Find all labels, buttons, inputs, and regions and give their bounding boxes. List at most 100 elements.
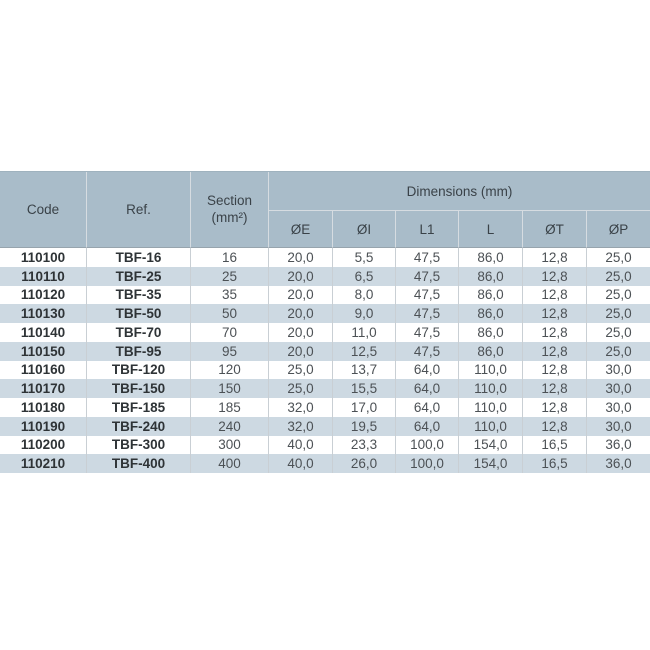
- table-row: 110200 TBF-300 300 40,0 23,3 100,0 154,0 16,5 36…: [0, 435, 650, 455]
- code-cell: 110100: [0, 248, 86, 267]
- col-header-ot: ØT: [522, 211, 586, 248]
- dim-oe-cell: 20,0: [268, 304, 332, 323]
- dim-op-cell: 30,0: [586, 379, 650, 398]
- code-cell: 110210: [0, 454, 86, 473]
- dim-op-cell: 30,0: [586, 416, 650, 436]
- dim-l1-cell: 47,5: [395, 323, 458, 342]
- code-cell: 110130: [0, 304, 86, 323]
- dim-ot-cell: 12,8: [522, 398, 586, 417]
- dim-ot-cell: 12,8: [522, 341, 586, 361]
- ref-cell: TBF-185: [86, 398, 190, 417]
- dim-oi-cell: 13,7: [332, 360, 395, 380]
- dim-oe-cell: 20,0: [268, 248, 332, 267]
- table-row: 110120 TBF-35 35 20,0 8,0 47,5 86,0 12,8 25,0: [0, 285, 650, 305]
- dim-l-cell: 86,0: [458, 285, 522, 305]
- dim-l-cell: 110,0: [458, 398, 522, 417]
- dim-oe-cell: 40,0: [268, 454, 332, 473]
- code-cell: 110180: [0, 398, 86, 417]
- dim-l1-cell: 47,5: [395, 341, 458, 361]
- dim-op-cell: 30,0: [586, 398, 650, 417]
- ref-cell: TBF-120: [86, 360, 190, 380]
- table-row: 110130 TBF-50 50 20,0 9,0 47,5 86,0 12,8 25,0: [0, 304, 650, 323]
- code-cell: 110120: [0, 285, 86, 305]
- col-header-section: Section (mm²): [190, 172, 268, 248]
- dim-ot-cell: 12,8: [522, 379, 586, 398]
- section-header-label: Section (mm²): [206, 192, 253, 225]
- code-cell: 110200: [0, 435, 86, 455]
- dim-op-cell: 25,0: [586, 285, 650, 305]
- table-row: 110100 TBF-16 16 20,0 5,5 47,5 86,0 12,8 25,0: [0, 248, 650, 267]
- dim-oe-cell: 20,0: [268, 341, 332, 361]
- section-cell: 400: [190, 454, 268, 473]
- dim-oe-cell: 32,0: [268, 416, 332, 436]
- dim-ot-cell: 16,5: [522, 454, 586, 473]
- table-row: 110190 TBF-240 240 32,0 19,5 64,0 110,0 12,8 30,…: [0, 416, 650, 436]
- dim-l1-cell: 64,0: [395, 398, 458, 417]
- col-header-l1: L1: [395, 211, 458, 248]
- section-cell: 50: [190, 304, 268, 323]
- ref-cell: TBF-150: [86, 379, 190, 398]
- dim-oe-cell: 25,0: [268, 360, 332, 380]
- dim-op-cell: 25,0: [586, 248, 650, 267]
- col-header-dimensions-group: Dimensions (mm): [268, 172, 650, 211]
- col-header-code: Code: [0, 172, 86, 248]
- ref-cell: TBF-300: [86, 435, 190, 455]
- dim-oi-cell: 15,5: [332, 379, 395, 398]
- dim-oi-cell: 17,0: [332, 398, 395, 417]
- dim-ot-cell: 12,8: [522, 248, 586, 267]
- table-row: 110170 TBF-150 150 25,0 15,5 64,0 110,0 12,8 30,…: [0, 379, 650, 398]
- section-cell: 35: [190, 285, 268, 305]
- dim-ot-cell: 12,8: [522, 285, 586, 305]
- dim-oi-cell: 11,0: [332, 323, 395, 342]
- dim-l-cell: 86,0: [458, 304, 522, 323]
- table-row: 110150 TBF-95 95 20,0 12,5 47,5 86,0 12,8 25,0: [0, 341, 650, 361]
- header-row-sub: ØE ØI L1 L ØT ØP: [0, 211, 650, 248]
- ref-cell: TBF-70: [86, 323, 190, 342]
- col-header-l: L: [458, 211, 522, 248]
- dim-op-cell: 36,0: [586, 454, 650, 473]
- dim-oe-cell: 40,0: [268, 435, 332, 455]
- section-cell: 185: [190, 398, 268, 417]
- dim-oi-cell: 5,5: [332, 248, 395, 267]
- dim-l1-cell: 100,0: [395, 435, 458, 455]
- col-header-op: ØP: [586, 211, 650, 248]
- ref-cell: TBF-25: [86, 266, 190, 286]
- table-header: Code Ref. Section (mm²) Dimensions (mm) …: [0, 172, 650, 248]
- ref-cell: TBF-400: [86, 454, 190, 473]
- dim-oi-cell: 8,0: [332, 285, 395, 305]
- ref-cell: TBF-35: [86, 285, 190, 305]
- dim-oi-cell: 23,3: [332, 435, 395, 455]
- dim-oi-cell: 26,0: [332, 454, 395, 473]
- dim-l1-cell: 47,5: [395, 304, 458, 323]
- table-body: 110100 TBF-16 16 20,0 5,5 47,5 86,0 12,8 25,0 110…: [0, 248, 650, 473]
- section-cell: 300: [190, 435, 268, 455]
- dim-ot-cell: 12,8: [522, 304, 586, 323]
- product-spec-table: Code Ref. Section (mm²) Dimensions (mm) …: [0, 171, 650, 473]
- section-cell: 240: [190, 416, 268, 436]
- dim-l1-cell: 64,0: [395, 379, 458, 398]
- dim-oi-cell: 9,0: [332, 304, 395, 323]
- dim-l1-cell: 100,0: [395, 454, 458, 473]
- section-cell: 150: [190, 379, 268, 398]
- dim-ot-cell: 12,8: [522, 266, 586, 286]
- col-header-oe: ØE: [268, 211, 332, 248]
- code-cell: 110150: [0, 341, 86, 361]
- dim-oe-cell: 25,0: [268, 379, 332, 398]
- dim-l-cell: 154,0: [458, 435, 522, 455]
- code-cell: 110190: [0, 416, 86, 436]
- dim-l1-cell: 47,5: [395, 266, 458, 286]
- ref-cell: TBF-50: [86, 304, 190, 323]
- dim-oe-cell: 32,0: [268, 398, 332, 417]
- dim-op-cell: 30,0: [586, 360, 650, 380]
- dim-l1-cell: 47,5: [395, 285, 458, 305]
- code-cell: 110140: [0, 323, 86, 342]
- dim-l1-cell: 64,0: [395, 360, 458, 380]
- dim-l-cell: 86,0: [458, 323, 522, 342]
- dim-oe-cell: 20,0: [268, 266, 332, 286]
- dim-op-cell: 25,0: [586, 266, 650, 286]
- dim-oi-cell: 12,5: [332, 341, 395, 361]
- dim-ot-cell: 12,8: [522, 360, 586, 380]
- table-row: 110110 TBF-25 25 20,0 6,5 47,5 86,0 12,8 25,0: [0, 266, 650, 286]
- code-cell: 110110: [0, 266, 86, 286]
